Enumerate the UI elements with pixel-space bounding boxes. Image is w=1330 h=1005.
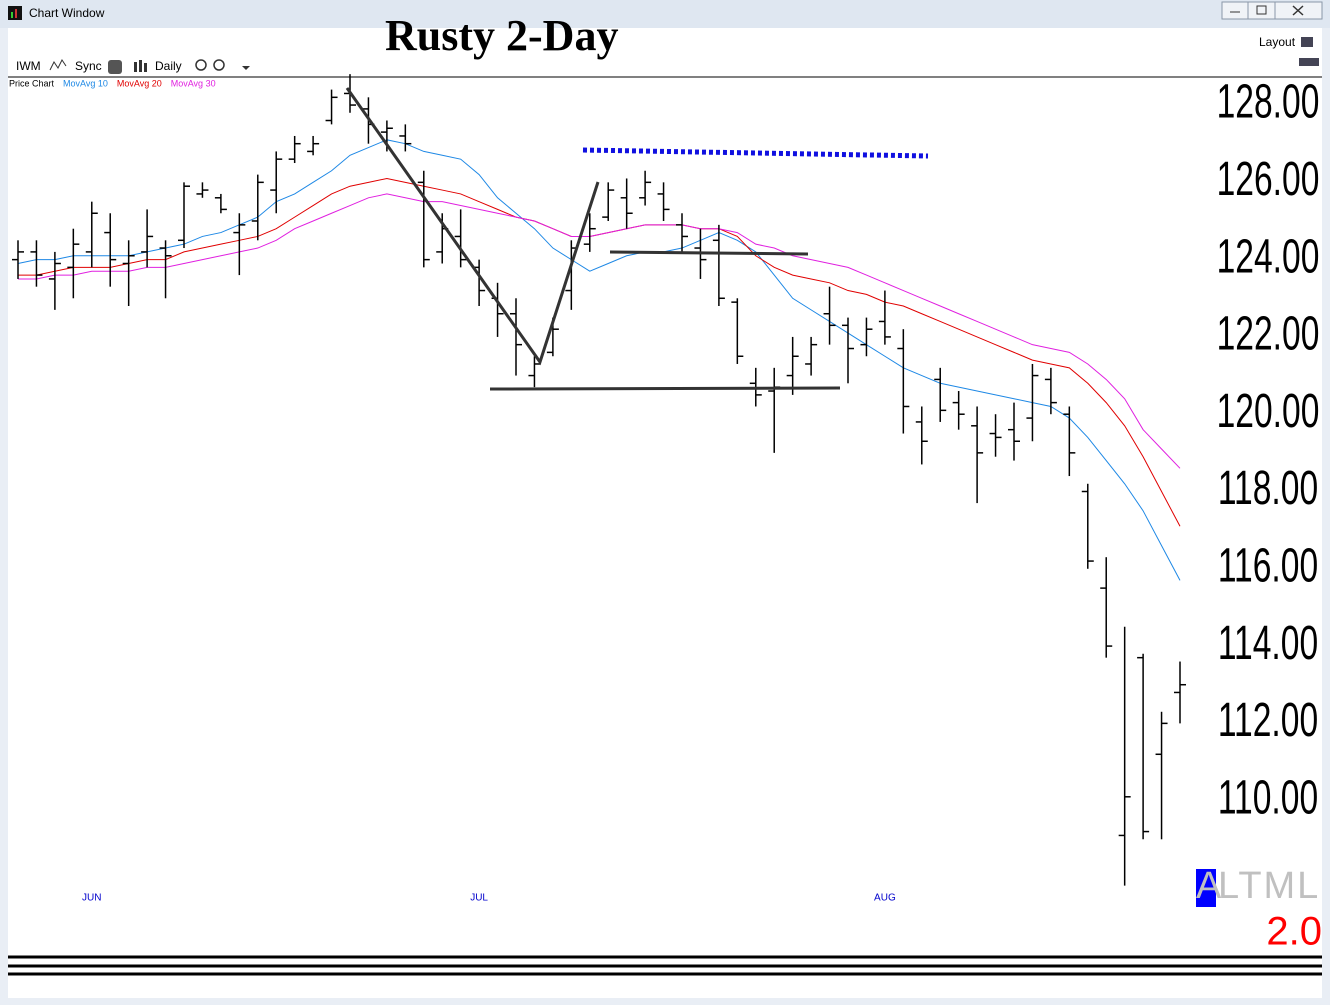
x-tick-label: AUG bbox=[874, 893, 896, 904]
y-tick-label: 126.00 bbox=[1217, 151, 1320, 205]
legend-entry: MovAvg 20 bbox=[117, 78, 162, 88]
window-title: Chart Window bbox=[29, 6, 105, 20]
y-tick-label: 112.00 bbox=[1218, 692, 1318, 746]
close-icon bbox=[1292, 5, 1304, 16]
bars-icon[interactable] bbox=[144, 63, 147, 72]
y-tick-label: 110.00 bbox=[1218, 769, 1318, 823]
legend-entry: MovAvg 30 bbox=[171, 78, 216, 88]
target-line bbox=[582, 147, 929, 159]
watermark: LTML bbox=[1218, 865, 1320, 907]
watermark-first: A bbox=[1196, 865, 1222, 907]
layout-icon[interactable] bbox=[1301, 37, 1313, 47]
resistance-line bbox=[609, 250, 809, 256]
y-tick-label: 128.00 bbox=[1217, 74, 1320, 128]
chart-type-icon[interactable] bbox=[49, 59, 67, 71]
sync-button[interactable]: Sync bbox=[75, 59, 102, 73]
x-tick-label: JUN bbox=[82, 893, 101, 904]
layout-button[interactable]: Layout bbox=[1259, 35, 1296, 49]
y-tick-label: 114.00 bbox=[1218, 615, 1318, 669]
support-line bbox=[489, 386, 841, 391]
x-tick-label: JUL bbox=[470, 893, 488, 904]
app-icon bbox=[15, 9, 17, 18]
watermark-highlight bbox=[1196, 869, 1216, 907]
period-select[interactable]: Daily bbox=[155, 59, 182, 73]
trend-line bbox=[345, 87, 600, 366]
app-icon bbox=[11, 12, 13, 18]
pane-icon[interactable] bbox=[1299, 58, 1319, 66]
legend-entry: MovAvg 10 bbox=[63, 78, 108, 88]
y-tick-label: 116.00 bbox=[1218, 537, 1318, 591]
y-tick-label: 124.00 bbox=[1217, 228, 1320, 282]
chart-title: Rusty 2-Day bbox=[385, 11, 618, 60]
symbol[interactable]: IWM bbox=[16, 59, 41, 73]
y-tick-label: 118.00 bbox=[1218, 460, 1318, 514]
client-area bbox=[8, 28, 1322, 998]
zoom-out-icon[interactable] bbox=[213, 59, 225, 71]
zoom-in-icon[interactable] bbox=[195, 59, 207, 71]
moving-average bbox=[17, 139, 1181, 581]
settings-icon[interactable] bbox=[108, 60, 122, 74]
moving-average bbox=[18, 193, 1181, 469]
maximize-button[interactable] bbox=[1247, 1, 1276, 20]
y-tick-label: 122.00 bbox=[1217, 306, 1320, 360]
annotations bbox=[345, 87, 929, 391]
version: 2.0 bbox=[1266, 910, 1322, 954]
title-bar bbox=[0, 0, 1330, 28]
minimize-button[interactable] bbox=[1221, 1, 1249, 20]
dropdown-icon[interactable] bbox=[242, 66, 250, 70]
y-tick-label: 120.00 bbox=[1217, 383, 1320, 437]
bars-icon[interactable] bbox=[139, 60, 142, 72]
maximize-icon bbox=[1256, 5, 1267, 15]
legend-price: Price Chart bbox=[9, 78, 55, 88]
bars-icon[interactable] bbox=[134, 62, 137, 72]
